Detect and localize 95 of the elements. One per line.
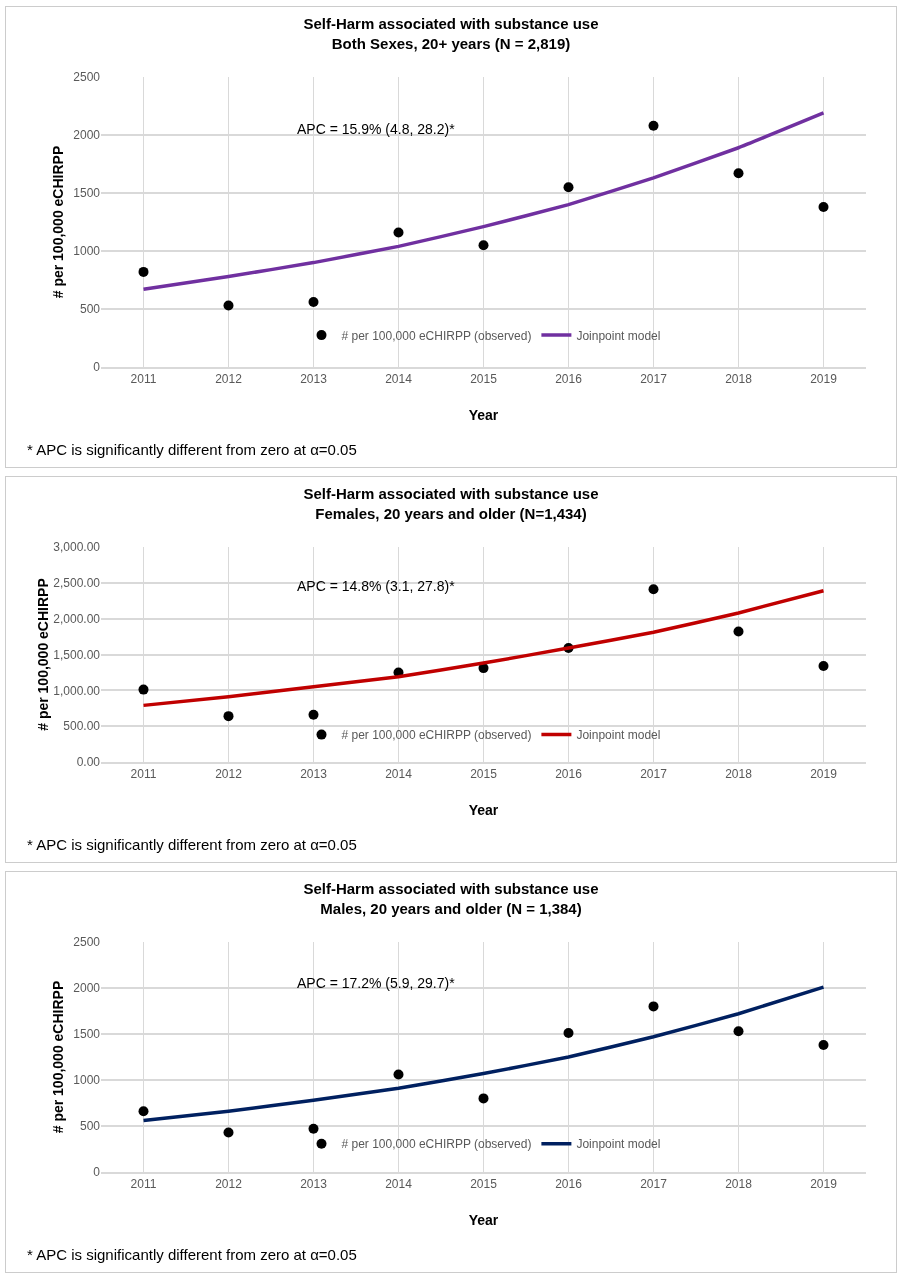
x-tick-label: 2019 [810, 767, 838, 782]
y-tick-label: 0.00 [76, 755, 101, 770]
x-tick-label: 2018 [725, 767, 753, 782]
text: * APC is significantly different from zero at α=0.05 [27, 441, 357, 458]
x-tick-label: 2019 [810, 1177, 838, 1192]
point [733, 626, 744, 637]
x-tick-label: 2013 [300, 1177, 328, 1192]
point [223, 1127, 234, 1138]
x-axis-title: Year [468, 407, 499, 423]
point [393, 227, 404, 238]
point [648, 120, 659, 131]
x-tick-label: 2013 [300, 767, 328, 782]
x-tick-label: 2014 [385, 1177, 413, 1192]
chart-title: Self-Harm associated with substance use [303, 15, 599, 32]
y-tick-label: 3,000.00 [53, 540, 101, 555]
legend-label: # per 100,000 eCHIRPP (observed) [341, 328, 532, 343]
x-tick-label: 2018 [725, 1177, 753, 1192]
point [393, 1069, 404, 1080]
y-tick-label: 1000 [73, 1073, 101, 1088]
y-tick-label: 500 [79, 1119, 101, 1134]
legend-label: Joinpoint model [576, 1137, 661, 1152]
x-tick-label: 2017 [640, 372, 668, 387]
chart-subtitle: Females, 20 years and older (N=1,434) [315, 504, 587, 522]
y-tick-label: 1500 [73, 186, 101, 201]
x-tick-label: 2015 [470, 372, 498, 387]
x-tick-label: 2018 [725, 372, 753, 387]
y-tick-label: 0 [93, 360, 101, 375]
x-tick-label: 2016 [555, 1177, 583, 1192]
x-axis-title: Year [468, 802, 499, 818]
point [138, 684, 149, 695]
legend-label: Joinpoint model [576, 728, 661, 743]
annotation: APC = 15.9% (4.8, 28.2)* [297, 121, 456, 137]
x-tick-label: 2013 [300, 372, 328, 387]
x-tick-label: 2016 [555, 767, 583, 782]
y-tick-label: 500.00 [63, 719, 101, 734]
chart-title: Self-Harm associated with substance use [303, 485, 599, 502]
y-axis-title: # per 100,000 eCHIRPP [50, 980, 66, 1134]
y-tick-label: 2500 [73, 935, 101, 950]
chart-subtitle: Males, 20 years and older (N = 1,384) [320, 899, 582, 917]
y-axis-title: # per 100,000 eCHIRPP [35, 578, 52, 731]
x-tick-label: 2014 [385, 767, 413, 782]
x-tick-label: 2012 [215, 1177, 243, 1192]
point [308, 297, 319, 308]
x-tick-label: 2015 [470, 767, 498, 782]
y-tick-label: 2000 [73, 981, 101, 996]
point [648, 584, 659, 595]
point [563, 182, 574, 193]
point [818, 660, 829, 671]
point [138, 1106, 149, 1117]
text: * APC is significantly different from zero at α=0.05 [27, 836, 357, 853]
x-tick-label: 2016 [555, 372, 583, 387]
y-tick-label: 2000 [73, 128, 101, 143]
legend-label: # per 100,000 eCHIRPP (observed) [341, 1137, 532, 1152]
point [478, 1093, 489, 1104]
point [138, 266, 149, 277]
annotation: APC = 17.2% (5.9, 29.7)* [297, 975, 456, 991]
x-tick-label: 2017 [640, 1177, 668, 1192]
x-axis-title: Year [468, 1212, 499, 1228]
point [733, 168, 744, 179]
y-tick-label: 1000 [73, 244, 101, 259]
point [308, 1123, 319, 1134]
annotation: APC = 14.8% (3.1, 27.8)* [297, 578, 456, 594]
y-tick-label: 1500 [73, 1027, 101, 1042]
chart-subtitle: Both Sexes, 20+ years (N = 2,819) [331, 34, 571, 52]
line-series [141, 111, 826, 292]
point [818, 1040, 829, 1051]
y-tick-label: 2,500.00 [53, 576, 101, 591]
y-tick-label: 500 [79, 302, 101, 317]
x-tick-label: 2011 [130, 767, 157, 782]
point [818, 201, 829, 212]
x-tick-label: 2012 [215, 372, 243, 387]
y-tick-label: 2,000.00 [53, 611, 101, 626]
x-tick-label: 2015 [470, 1177, 498, 1192]
x-tick-label: 2019 [810, 372, 838, 387]
point [733, 1026, 744, 1037]
legend-label: Joinpoint model [576, 328, 661, 343]
point [223, 300, 234, 311]
x-tick-label: 2014 [385, 372, 413, 387]
point [478, 240, 489, 251]
x-tick-label: 2012 [215, 767, 243, 782]
point [563, 1028, 574, 1039]
x-tick-label: 2017 [640, 767, 668, 782]
point [648, 1001, 659, 1012]
y-tick-label: 2500 [73, 70, 101, 85]
chart-title: Self-Harm associated with substance use [303, 880, 599, 897]
text: * APC is significantly different from zero at α=0.05 [27, 1246, 357, 1263]
y-tick-label: 0 [93, 1165, 101, 1180]
x-tick-label: 2011 [130, 1177, 157, 1192]
y-axis-title: # per 100,000 eCHIRPP [50, 145, 66, 299]
y-tick-label: 1,000.00 [53, 683, 101, 698]
point [223, 711, 234, 722]
point [308, 709, 319, 720]
x-tick-label: 2011 [130, 372, 157, 387]
y-tick-label: 1,500.00 [53, 647, 101, 662]
legend-label: # per 100,000 eCHIRPP (observed) [341, 728, 532, 743]
